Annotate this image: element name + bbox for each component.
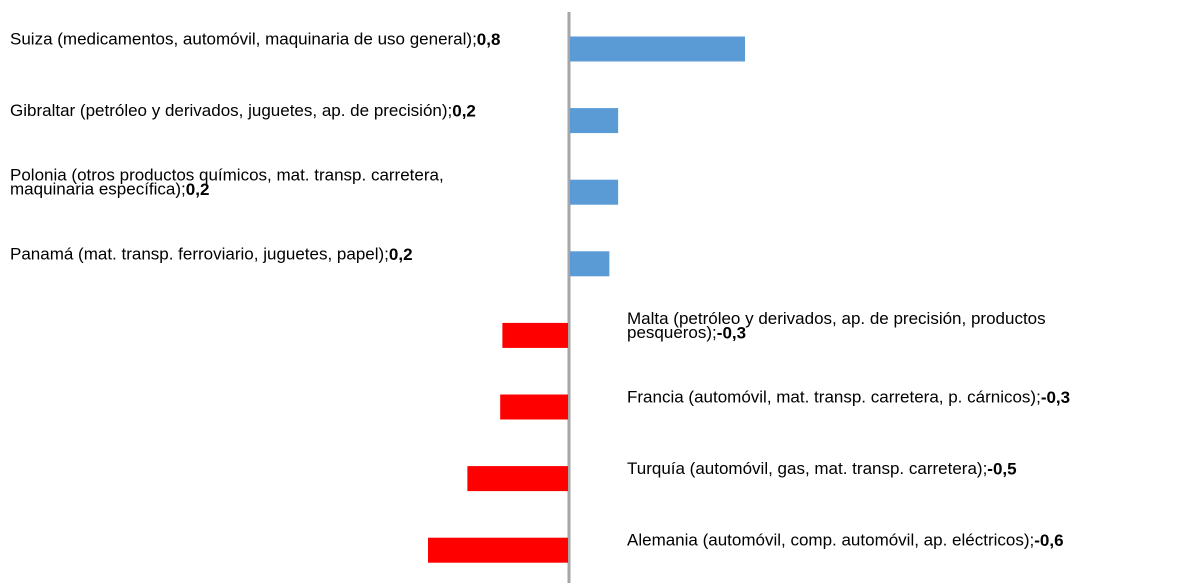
bar xyxy=(570,36,745,62)
category-label: Malta (petróleo y derivados, ap. de prec… xyxy=(627,309,1046,342)
category-label: Alemania (automóvil, comp. automóvil, ap… xyxy=(627,531,1034,550)
category-label: Gibraltar (petróleo y derivados, juguete… xyxy=(10,102,452,121)
bar xyxy=(467,466,568,492)
label-line: Malta (petróleo y derivados, ap. de prec… xyxy=(627,309,1046,328)
bar xyxy=(502,322,568,348)
label-line: Alemania (automóvil, comp. automóvil, ap… xyxy=(627,531,1034,550)
category-label: Francia (automóvil, mat. transp. carrete… xyxy=(627,388,1041,407)
label-line: Gibraltar (petróleo y derivados, juguete… xyxy=(10,102,452,121)
category-label: Turquía (automóvil, gas, mat. transp. ca… xyxy=(627,460,987,479)
value-label: 0,2 xyxy=(186,180,210,199)
bar xyxy=(570,251,610,277)
bar xyxy=(570,179,619,205)
label-line: pesqueros); xyxy=(627,323,717,342)
bar xyxy=(500,394,568,420)
value-label: -0,3 xyxy=(717,323,746,342)
category-label: Suiza (medicamentos, automóvil, maquinar… xyxy=(10,30,477,49)
label-line: Suiza (medicamentos, automóvil, maquinar… xyxy=(10,30,477,49)
value-label: -0,3 xyxy=(1041,388,1070,407)
value-label: 0,2 xyxy=(389,245,413,264)
label-line: maquinaria específica); xyxy=(10,180,186,199)
value-label: 0,8 xyxy=(477,30,501,49)
value-label: 0,2 xyxy=(452,102,476,121)
label-line: Panamá (mat. transp. ferroviario, juguet… xyxy=(10,245,389,264)
value-label: -0,6 xyxy=(1034,531,1063,550)
bar xyxy=(428,537,568,563)
label-line: Francia (automóvil, mat. transp. carrete… xyxy=(627,388,1041,407)
category-label: Panamá (mat. transp. ferroviario, juguet… xyxy=(10,245,389,264)
category-label: Polonia (otros productos químicos, mat. … xyxy=(10,166,444,199)
label-line: Turquía (automóvil, gas, mat. transp. ca… xyxy=(627,460,987,479)
value-label: -0,5 xyxy=(987,460,1016,479)
label-line: Polonia (otros productos químicos, mat. … xyxy=(10,166,444,185)
bar xyxy=(570,108,619,134)
